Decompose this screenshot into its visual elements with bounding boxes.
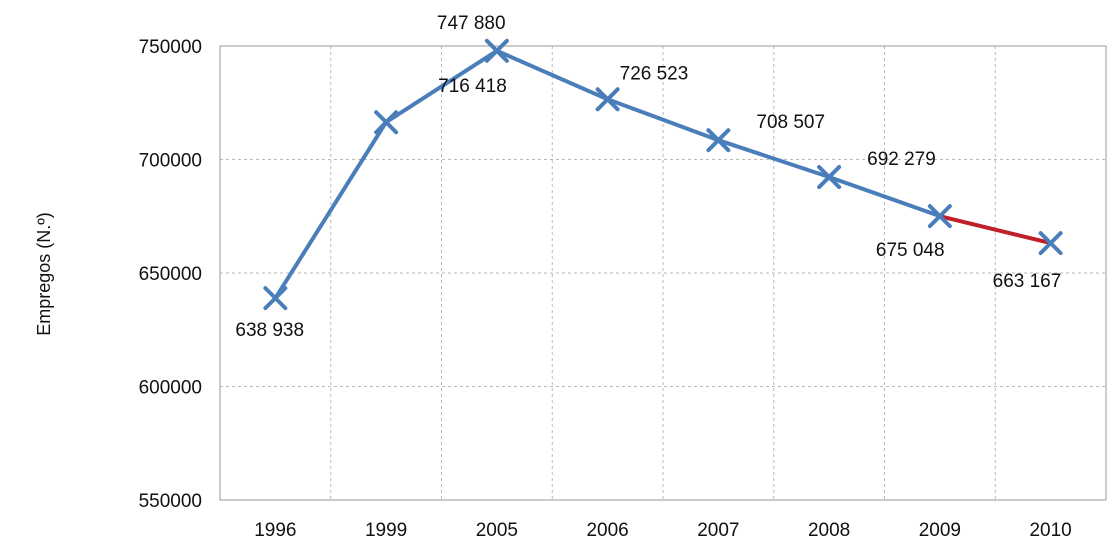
y-tick-label-1: 600000 [139,378,202,399]
x-tick-label-2008: 2008 [808,520,850,541]
y-axis-ticks: 550000 600000 650000 700000 750000 [139,37,202,512]
x-axis-ticks: 1996 1999 2005 2006 2007 2008 2009 2010 [254,520,1072,541]
data-label-2005: 747 880 [437,13,506,34]
data-label-2006: 726 523 [620,63,689,84]
data-labels: 638 938 716 418 747 880 726 523 708 507 692 2… [235,13,1061,341]
y-axis-label: Empregos (N.º) [34,212,54,336]
x-tick-label-2005: 2005 [476,520,518,541]
series-line-last-segment [937,214,1053,246]
point-marker-2010 [1038,231,1063,256]
x-tick-label-2010: 2010 [1029,520,1071,541]
y-tick-label-2: 650000 [139,264,202,285]
point-marker-2008 [817,165,842,190]
point-marker-2007 [706,128,731,153]
grid [219,45,1107,501]
point-marker-1999 [374,110,399,135]
markers [263,38,1063,311]
point-marker-1996 [263,286,288,311]
y-tick-label-0: 550000 [139,491,202,512]
x-tick-label-2009: 2009 [919,520,961,541]
y-tick-label-4: 750000 [139,37,202,58]
series-line-main [273,48,942,301]
data-label-2007: 708 507 [756,112,825,133]
data-label-1996: 638 938 [235,320,304,341]
x-tick-label-1996: 1996 [254,520,296,541]
x-tick-label-2007: 2007 [697,520,739,541]
y-tick-label-3: 700000 [139,151,202,172]
data-label-2010: 663 167 [993,271,1062,292]
point-marker-2005 [484,38,509,63]
data-label-2008: 692 279 [867,149,936,170]
x-tick-label-1999: 1999 [365,520,407,541]
data-label-2009: 675 048 [876,240,945,261]
data-label-1999: 716 418 [438,76,507,97]
x-tick-label-2006: 2006 [586,520,628,541]
point-marker-2006 [595,87,620,112]
point-marker-2009 [927,204,952,229]
plot-frame [219,45,1107,501]
